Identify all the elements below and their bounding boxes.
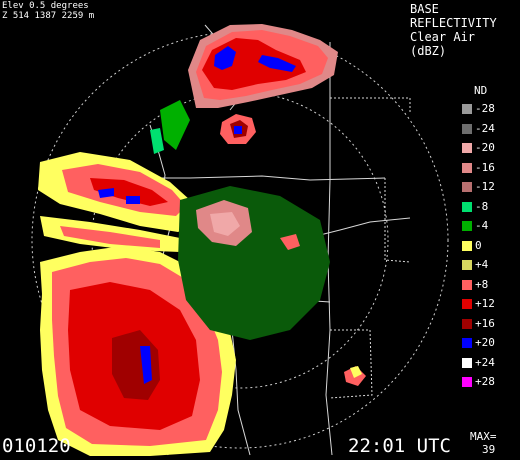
legend-value: 0 (475, 238, 482, 252)
echo-west-band-3 (90, 178, 168, 206)
legend-row: -16 (462, 161, 520, 175)
legend-value: +8 (475, 277, 489, 291)
legend-swatch (462, 377, 472, 387)
range-ring-outer (31, 31, 449, 449)
echo-north (188, 24, 338, 144)
legend-swatch (462, 201, 472, 212)
legend-swatch (462, 143, 472, 153)
echo-north-small-max (234, 126, 242, 134)
echo-central (150, 100, 366, 386)
legend-value: -12 (475, 180, 495, 193)
legend-swatch (462, 299, 472, 309)
legend-row: -20 (462, 141, 520, 155)
legend-row: +24 (462, 356, 520, 370)
max-label: MAX= (470, 430, 497, 443)
legend-swatch (462, 104, 472, 114)
legend-value: +28 (475, 375, 495, 388)
echo-west (38, 152, 200, 252)
legend-swatch (462, 338, 472, 348)
state-line-east (325, 42, 333, 456)
range-ring-inner (91, 91, 389, 389)
legend-value: -24 (475, 121, 495, 135)
echo-west-max-2 (126, 196, 140, 204)
legend-swatch (462, 221, 472, 231)
elevation-label: Elev 0.5 degrees (2, 1, 89, 11)
border-line-a (330, 97, 411, 112)
legend-row: +4 (462, 258, 520, 272)
legend-value: +4 (475, 258, 489, 271)
state-line-north (160, 175, 386, 181)
product-mode: Clear Air (410, 30, 476, 44)
legend-swatch (462, 162, 472, 173)
legend-value: -4 (475, 219, 489, 232)
legend-row: +8 (462, 278, 520, 292)
legend-value: -20 (475, 141, 495, 154)
range-rings (31, 31, 449, 449)
legend-row: -28 (462, 102, 520, 116)
legend-row: -12 (462, 180, 520, 194)
date-label: 010120 (2, 435, 71, 457)
max-value: 39 (482, 443, 496, 456)
echo-central-pink-2 (210, 212, 240, 236)
echo-se-small-edge (350, 366, 362, 378)
border-line-b (384, 178, 411, 263)
legend-swatch (462, 318, 472, 329)
legend-row: -8 (462, 200, 520, 214)
legend-swatch (462, 260, 472, 270)
product-title-line2: REFLECTIVITY (410, 16, 497, 30)
legend-swatch (462, 357, 472, 368)
legend-row: -4 (462, 219, 520, 233)
legend-value: +20 (475, 336, 495, 349)
legend-swatch (462, 182, 472, 192)
echo-west-band-5 (60, 226, 160, 248)
border-line-c (329, 329, 373, 399)
legend-swatch (462, 123, 472, 134)
legend-swatch (462, 279, 472, 290)
legend-row: +12 (462, 297, 520, 311)
echo-layer (38, 24, 366, 456)
echo-west-max (98, 188, 114, 198)
legend-value: -16 (475, 160, 495, 174)
legend-row: +28 (462, 375, 520, 389)
echo-central-green-2 (150, 128, 164, 154)
legend-value: -28 (475, 102, 495, 115)
legend-value: +12 (475, 297, 495, 310)
legend-value: +16 (475, 316, 495, 330)
product-units: (dBZ) (410, 44, 447, 58)
legend-row: -24 (462, 122, 520, 136)
echo-north-max-2 (258, 55, 296, 72)
county-lines (329, 97, 411, 399)
legend-value: -8 (475, 199, 489, 213)
legend-row: +16 (462, 317, 520, 331)
echo-north-max (214, 46, 236, 70)
legend-row: 0 (462, 239, 520, 253)
product-title-line1: BASE (410, 2, 439, 16)
legend-value: +24 (475, 355, 495, 369)
echo-central-green (160, 100, 190, 150)
site-info-label: Z 514 1387 2259 m (2, 11, 95, 21)
legend-row: +20 (462, 336, 520, 350)
legend-swatch (462, 240, 472, 251)
time-label: 22:01 UTC (348, 435, 451, 457)
echo-east-red (280, 234, 300, 250)
legend-nd-label: ND (474, 84, 488, 97)
echo-sw-max (140, 346, 152, 384)
